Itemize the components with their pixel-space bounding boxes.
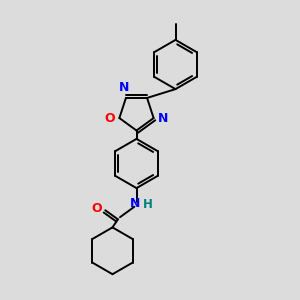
- Text: H: H: [142, 198, 152, 212]
- Text: O: O: [92, 202, 102, 215]
- Text: N: N: [119, 81, 130, 94]
- Text: O: O: [105, 112, 115, 124]
- Text: N: N: [158, 112, 168, 124]
- Text: N: N: [130, 197, 140, 210]
